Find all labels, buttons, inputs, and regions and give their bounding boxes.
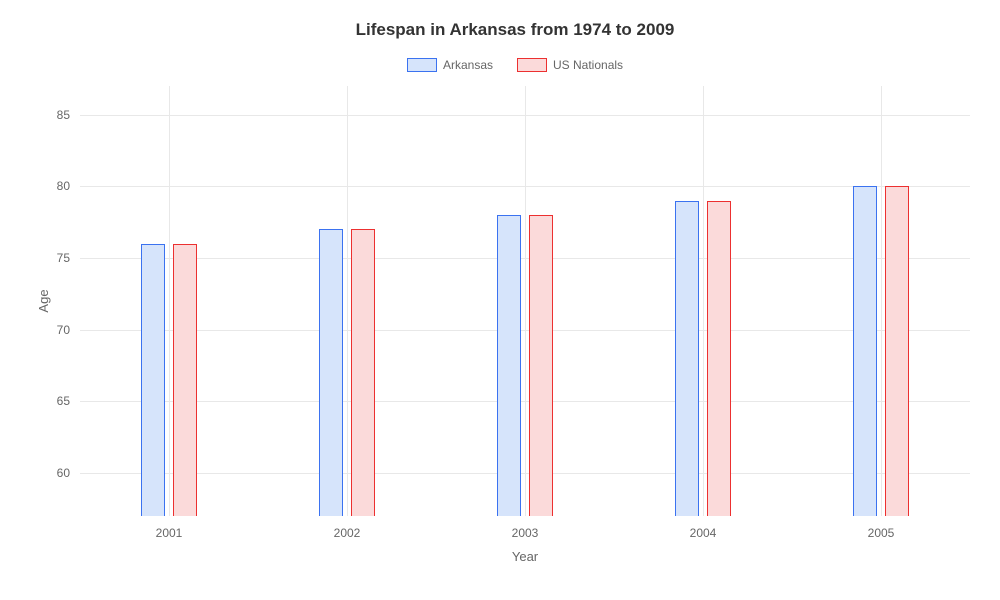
y-tick-label: 60 — [57, 466, 80, 480]
legend-label: Arkansas — [443, 58, 493, 72]
bar — [707, 201, 731, 516]
bar — [675, 201, 699, 516]
gridline-v — [881, 86, 882, 516]
bar — [319, 229, 343, 516]
legend-swatch-arkansas — [407, 58, 437, 72]
legend-item-arkansas: Arkansas — [407, 58, 493, 72]
legend-swatch-us-nationals — [517, 58, 547, 72]
gridline-v — [525, 86, 526, 516]
y-axis-label: Age — [36, 289, 51, 312]
bar — [885, 186, 909, 516]
gridline-v — [703, 86, 704, 516]
legend-item-us-nationals: US Nationals — [517, 58, 623, 72]
bar — [173, 244, 197, 516]
y-tick-label: 85 — [57, 108, 80, 122]
x-tick-label: 2005 — [868, 516, 895, 540]
x-tick-label: 2002 — [334, 516, 361, 540]
chart-container: Lifespan in Arkansas from 1974 to 2009 A… — [0, 0, 1000, 600]
bar — [141, 244, 165, 516]
y-tick-label: 65 — [57, 394, 80, 408]
bar — [351, 229, 375, 516]
bar — [529, 215, 553, 516]
legend-label: US Nationals — [553, 58, 623, 72]
x-tick-label: 2001 — [156, 516, 183, 540]
plot-area: Age Year 6065707580852001200220032004200… — [80, 86, 970, 516]
x-axis-label: Year — [512, 549, 538, 564]
y-tick-label: 75 — [57, 251, 80, 265]
chart-title: Lifespan in Arkansas from 1974 to 2009 — [60, 20, 970, 40]
legend: Arkansas US Nationals — [60, 58, 970, 72]
bar — [853, 186, 877, 516]
x-tick-label: 2004 — [690, 516, 717, 540]
y-tick-label: 70 — [57, 323, 80, 337]
gridline-v — [169, 86, 170, 516]
x-tick-label: 2003 — [512, 516, 539, 540]
bar — [497, 215, 521, 516]
gridline-v — [347, 86, 348, 516]
y-tick-label: 80 — [57, 179, 80, 193]
